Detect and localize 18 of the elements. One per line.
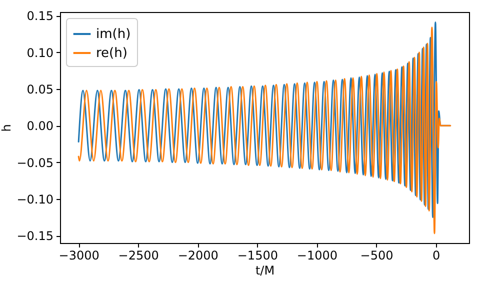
x-tick-label: −1500 [237, 248, 278, 262]
y-axis-title: h [0, 124, 14, 132]
x-tick-label: −2000 [178, 248, 218, 262]
y-tick-label: −0.15 [16, 229, 54, 244]
y-tick-label: 0.15 [26, 9, 54, 24]
legend-label: im(h) [96, 27, 131, 42]
y-tick-label: −0.10 [16, 192, 54, 206]
y-tick-label: 0.10 [26, 46, 54, 60]
x-axis-title: t/M [255, 264, 275, 278]
y-tick-label: 0.00 [26, 119, 54, 134]
x-tick-label: −1000 [296, 248, 338, 262]
x-tick-label: −500 [360, 248, 394, 262]
x-tick-label: 0 [432, 248, 440, 262]
y-tick-label: 0.05 [26, 82, 54, 96]
legend-label: re(h) [96, 46, 128, 61]
x-tick-label: −2500 [118, 248, 159, 262]
y-tick-label: −0.05 [16, 156, 54, 170]
x-tick-label: −3000 [58, 248, 100, 262]
